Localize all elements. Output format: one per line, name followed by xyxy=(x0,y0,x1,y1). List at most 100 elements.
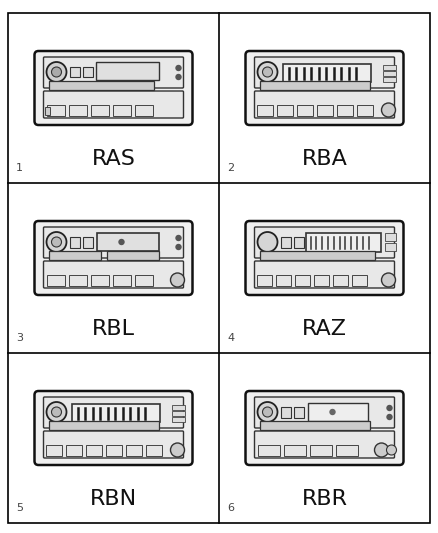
FancyBboxPatch shape xyxy=(246,51,403,125)
Bar xyxy=(91,275,109,286)
Circle shape xyxy=(170,273,184,287)
Bar xyxy=(46,105,64,116)
Bar xyxy=(113,105,131,116)
Circle shape xyxy=(176,66,181,70)
FancyBboxPatch shape xyxy=(254,261,395,288)
Bar xyxy=(283,64,371,82)
Bar xyxy=(172,411,184,416)
Bar xyxy=(276,275,290,286)
Bar xyxy=(134,275,152,286)
Bar xyxy=(257,275,272,286)
Bar xyxy=(172,417,184,422)
FancyBboxPatch shape xyxy=(246,391,403,465)
Bar xyxy=(317,105,332,116)
Circle shape xyxy=(52,67,61,77)
Bar xyxy=(382,71,396,76)
Bar xyxy=(280,407,290,418)
Bar xyxy=(293,407,304,418)
Bar xyxy=(382,77,396,82)
Bar xyxy=(172,405,184,410)
Text: RBR: RBR xyxy=(301,489,347,509)
Circle shape xyxy=(381,103,396,117)
Circle shape xyxy=(170,443,184,457)
Bar xyxy=(46,445,61,456)
FancyBboxPatch shape xyxy=(43,397,184,428)
Bar xyxy=(85,445,102,456)
Bar xyxy=(352,275,367,286)
Bar xyxy=(66,445,81,456)
Bar xyxy=(95,62,159,80)
FancyBboxPatch shape xyxy=(254,431,395,458)
Text: 5: 5 xyxy=(16,503,23,513)
FancyBboxPatch shape xyxy=(254,227,395,258)
Bar xyxy=(258,445,279,456)
FancyBboxPatch shape xyxy=(43,261,184,288)
Text: RAS: RAS xyxy=(92,149,135,169)
FancyBboxPatch shape xyxy=(254,397,395,428)
Bar xyxy=(68,105,86,116)
Bar xyxy=(336,105,353,116)
Bar xyxy=(259,421,370,430)
Bar xyxy=(70,237,80,248)
Circle shape xyxy=(258,402,278,422)
Bar xyxy=(294,275,310,286)
Bar xyxy=(357,105,372,116)
Circle shape xyxy=(381,273,396,287)
Circle shape xyxy=(258,62,278,82)
Bar xyxy=(82,67,92,77)
Bar xyxy=(276,105,293,116)
Bar xyxy=(293,237,304,248)
Circle shape xyxy=(258,232,278,252)
Bar xyxy=(259,81,370,90)
Text: 2: 2 xyxy=(227,163,234,173)
Bar xyxy=(332,275,347,286)
Bar xyxy=(49,251,100,260)
Circle shape xyxy=(262,407,272,417)
Bar xyxy=(45,107,49,115)
FancyBboxPatch shape xyxy=(35,391,192,465)
Text: RBN: RBN xyxy=(90,489,137,509)
Bar xyxy=(382,65,396,70)
Circle shape xyxy=(386,445,396,455)
Text: 1: 1 xyxy=(16,163,23,173)
Bar xyxy=(283,445,305,456)
Text: RBL: RBL xyxy=(92,319,135,339)
Circle shape xyxy=(262,67,272,77)
Bar xyxy=(310,445,332,456)
Circle shape xyxy=(176,75,181,79)
FancyBboxPatch shape xyxy=(35,51,192,125)
Circle shape xyxy=(387,406,392,410)
Bar xyxy=(297,105,312,116)
Circle shape xyxy=(46,402,67,422)
Bar xyxy=(280,237,290,248)
Bar xyxy=(314,275,328,286)
Text: RAZ: RAZ xyxy=(302,319,347,339)
FancyBboxPatch shape xyxy=(254,91,395,118)
Bar xyxy=(145,445,162,456)
Bar xyxy=(49,81,153,90)
Text: 4: 4 xyxy=(227,333,234,343)
Circle shape xyxy=(176,245,181,249)
FancyBboxPatch shape xyxy=(246,221,403,295)
Circle shape xyxy=(52,237,61,247)
Bar xyxy=(307,403,367,421)
FancyBboxPatch shape xyxy=(43,91,184,118)
Bar xyxy=(46,275,64,286)
FancyBboxPatch shape xyxy=(254,57,395,88)
Bar xyxy=(257,105,272,116)
FancyBboxPatch shape xyxy=(43,57,184,88)
Circle shape xyxy=(46,232,67,252)
Circle shape xyxy=(330,409,335,415)
Circle shape xyxy=(46,62,67,82)
Bar xyxy=(106,445,121,456)
Bar xyxy=(259,251,374,260)
Bar xyxy=(49,421,159,430)
Circle shape xyxy=(52,407,61,417)
Text: RBA: RBA xyxy=(301,149,347,169)
Bar xyxy=(70,67,80,77)
Circle shape xyxy=(176,236,181,240)
Circle shape xyxy=(374,443,389,457)
Bar xyxy=(96,233,159,251)
FancyBboxPatch shape xyxy=(43,227,184,258)
Bar xyxy=(68,275,86,286)
